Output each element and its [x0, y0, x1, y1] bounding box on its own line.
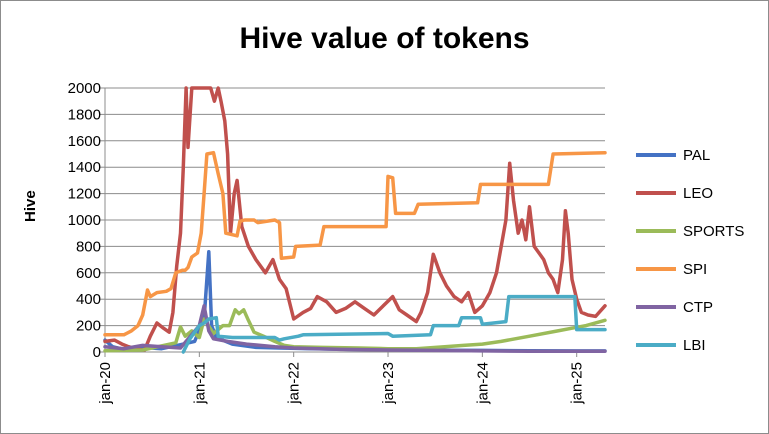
- series-line-lbi: [181, 294, 607, 354]
- gridlines: [105, 87, 605, 327]
- chart-title: Hive value of tokens: [239, 22, 530, 55]
- legend-label-ctp: CTP: [683, 299, 713, 316]
- y-tick-label: 200: [76, 318, 101, 335]
- legend-label-sports: SPORTS: [683, 223, 744, 240]
- x-tick-label: jan-20: [97, 362, 114, 405]
- legend-label-spi: SPI: [683, 261, 707, 278]
- x-tick-label: jan-24: [474, 362, 491, 405]
- y-tick-label: 2000: [68, 80, 101, 97]
- axes: 0 200 400 600 800 1000 1200 1400 1600 1800 2000 jan…: [68, 80, 605, 405]
- legend-label-leo: LEO: [683, 185, 713, 202]
- x-tick-label: jan-25: [569, 362, 586, 405]
- y-tick-label: 0: [93, 344, 101, 361]
- y-tick-label: 1800: [68, 106, 101, 123]
- y-tick-label: 1400: [68, 159, 101, 176]
- series-lines: [103, 86, 607, 354]
- legend-label-lbi: LBI: [683, 337, 706, 354]
- series-line-spi: [103, 150, 607, 337]
- y-tick-label: 600: [76, 265, 101, 282]
- legend-label-pal: PAL: [683, 147, 710, 164]
- series-line-leo: [103, 86, 607, 352]
- x-tick-label: jan-22: [286, 362, 303, 405]
- x-tick-label: jan-21: [191, 362, 208, 405]
- legend: PAL LEO SPORTS SPI CTP LBI: [636, 147, 744, 354]
- y-tick-label: 400: [76, 291, 101, 308]
- series-line-ctp: [103, 304, 607, 354]
- y-tick-label: 1600: [68, 133, 101, 150]
- x-tick-label: jan-23: [380, 362, 397, 405]
- y-tick-label: 1000: [68, 212, 101, 229]
- y-tick-label: 800: [76, 238, 101, 255]
- y-tick-label: 1200: [68, 186, 101, 203]
